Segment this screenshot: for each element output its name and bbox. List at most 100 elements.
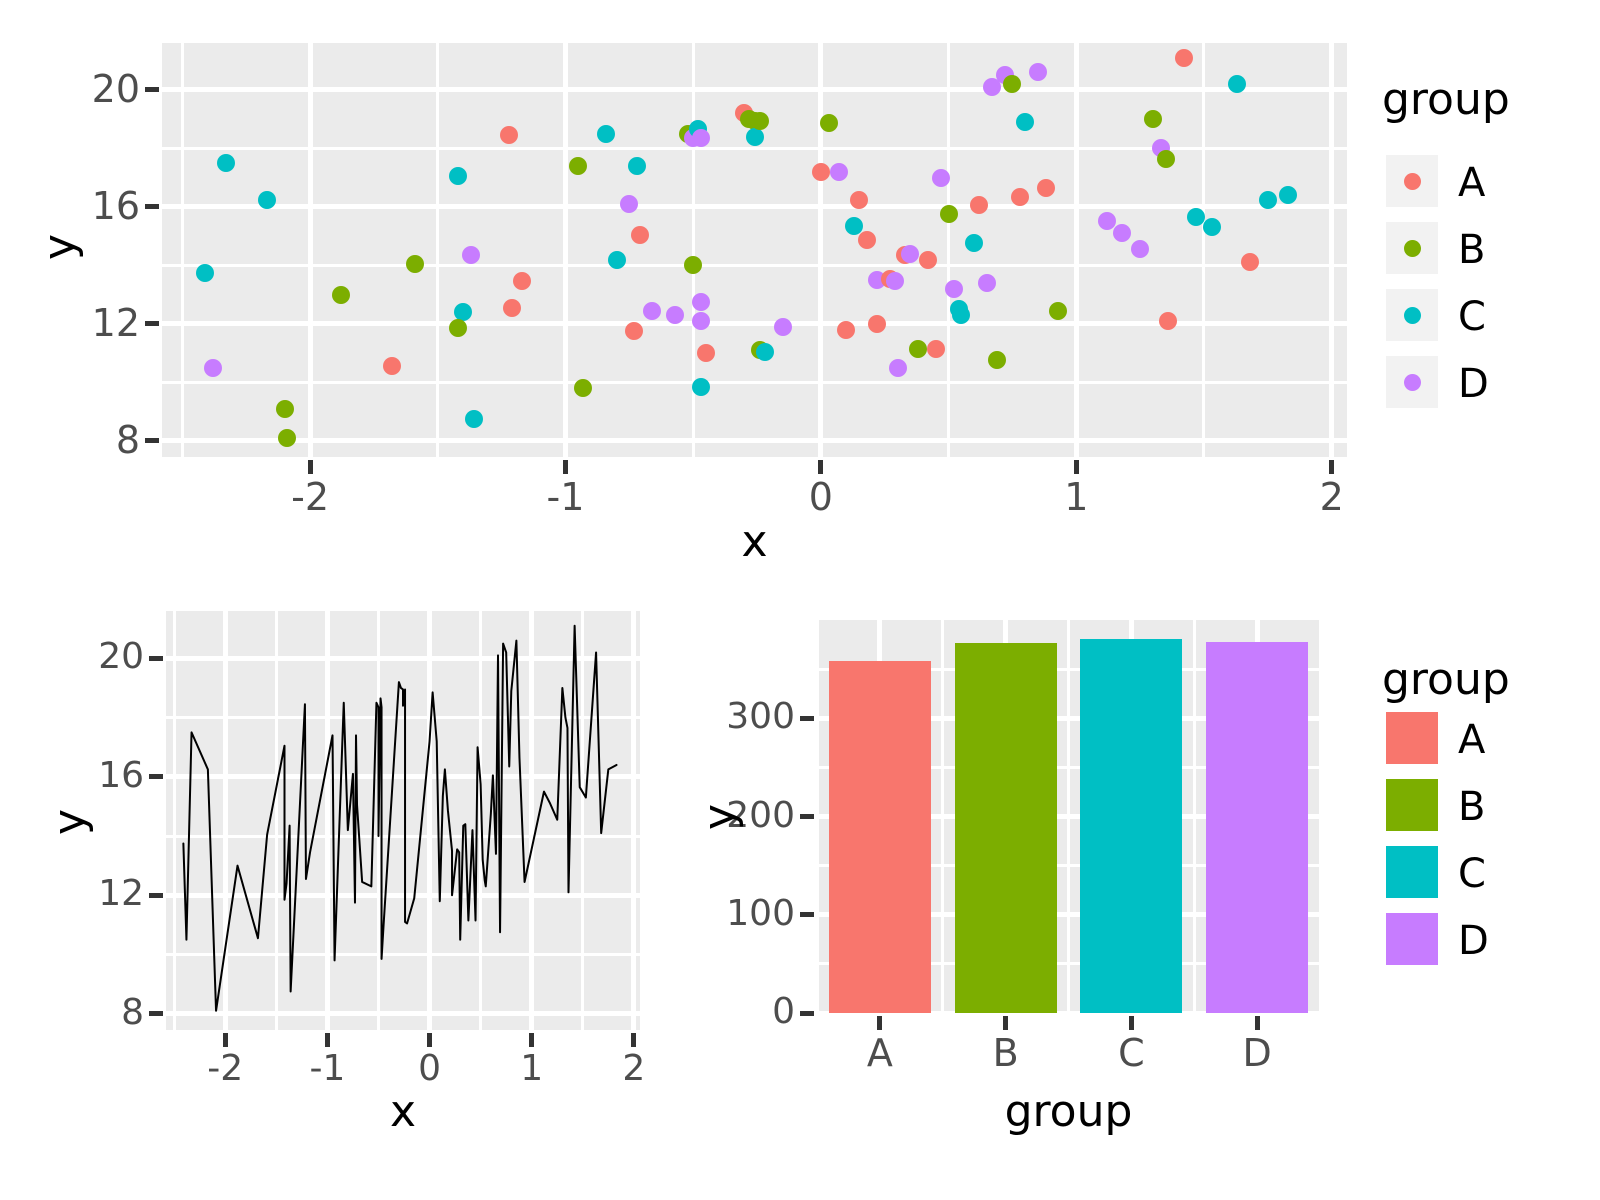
x-tick-mark: [877, 1016, 883, 1030]
x-tick-label: 1: [1064, 475, 1089, 519]
gridline-vertical-minor: [947, 43, 951, 457]
y-tick-mark: [149, 655, 163, 661]
scatter-point: [755, 342, 774, 361]
scatter-point: [691, 292, 710, 311]
scatter-point: [1028, 63, 1047, 82]
gridline-vertical-major: [324, 611, 330, 1030]
scatter-point: [885, 272, 904, 291]
x-tick-label: B: [992, 1031, 1019, 1075]
x-tick-label: 0: [808, 475, 833, 519]
x-tick-mark: [631, 1033, 637, 1047]
scatter-point: [868, 314, 887, 333]
scatter-point: [1016, 112, 1035, 131]
legend-key-c[interactable]: [1386, 846, 1438, 898]
gridline-vertical-major: [818, 43, 824, 457]
gridline-horizontal-minor: [162, 380, 1347, 384]
scatter-point: [275, 399, 294, 418]
line-y-axis-title: y: [44, 808, 95, 836]
x-tick-mark: [529, 1033, 535, 1047]
scatter-point: [331, 285, 350, 304]
y-tick-label: 12: [98, 873, 144, 915]
scatter-point: [926, 339, 945, 358]
y-tick-label: 200: [726, 794, 795, 836]
x-tick-label: -1: [546, 475, 585, 519]
y-tick-mark: [149, 774, 163, 780]
scatter-point: [500, 126, 519, 145]
x-tick-mark: [1073, 460, 1079, 474]
legend-title: group: [1382, 654, 1510, 705]
scatter-point: [666, 306, 685, 325]
scatter-point: [462, 246, 481, 265]
scatter-point: [988, 351, 1007, 370]
gridline-vertical-minor: [274, 611, 278, 1030]
gridline-vertical-minor: [180, 43, 184, 457]
scatter-point: [983, 77, 1001, 96]
x-tick-mark: [1003, 1016, 1009, 1030]
scatter-point: [1228, 74, 1247, 93]
scatter-point: [901, 244, 920, 263]
gridline-horizontal-minor: [162, 29, 1347, 33]
y-tick-label: 300: [726, 696, 795, 738]
gridline-vertical-major: [307, 43, 313, 457]
legend-key-c[interactable]: [1386, 289, 1438, 341]
scatter-point: [908, 339, 927, 358]
gridline-horizontal-major: [166, 774, 640, 780]
gridline-vertical-minor: [581, 611, 585, 1030]
y-tick-label: 20: [91, 66, 140, 111]
gridline-vertical-minor: [815, 620, 819, 1013]
scatter-point: [970, 196, 989, 215]
legend-point-swatch: [1403, 172, 1421, 190]
x-tick-mark: [324, 1033, 330, 1047]
scatter-point: [625, 322, 644, 341]
legend-key-a[interactable]: [1386, 155, 1438, 207]
legend-title: group: [1382, 74, 1510, 125]
x-tick-mark: [1254, 1016, 1260, 1030]
x-tick-mark: [818, 460, 824, 474]
scatter-point: [1011, 187, 1030, 206]
gridline-vertical-major: [631, 611, 637, 1030]
y-tick-label: 16: [98, 754, 144, 796]
scatter-point: [696, 344, 715, 363]
scatter-point: [405, 254, 424, 273]
scatter-point: [850, 190, 869, 209]
legend-label-c: C: [1458, 851, 1486, 897]
scatter-point: [837, 320, 856, 339]
legend-key-d[interactable]: [1386, 913, 1438, 965]
legend-point-swatch: [1403, 239, 1421, 257]
scatter-x-axis-title: x: [741, 516, 768, 567]
legend-key-d[interactable]: [1386, 356, 1438, 408]
scatter-point: [691, 311, 710, 330]
x-tick-mark: [222, 1033, 228, 1047]
legend-label-d: D: [1458, 918, 1489, 964]
x-tick-label: 2: [1319, 475, 1344, 519]
legend-key-b[interactable]: [1386, 222, 1438, 274]
gridline-horizontal-major: [817, 1010, 1320, 1016]
gridline-vertical-minor: [436, 43, 440, 457]
scatter-point: [857, 231, 876, 250]
scatter-point: [1143, 110, 1162, 129]
scatter-point: [829, 162, 848, 181]
x-tick-label: A: [866, 1031, 893, 1075]
legend-key-b[interactable]: [1386, 779, 1438, 831]
scatter-point: [1258, 190, 1277, 209]
scatter-point: [216, 153, 235, 172]
y-tick-label: 12: [91, 300, 140, 345]
gridline-vertical-major: [1329, 43, 1335, 457]
x-tick-label: D: [1242, 1031, 1272, 1075]
scatter-point: [691, 129, 710, 148]
legend-label-b: B: [1458, 784, 1486, 830]
scatter-point: [1202, 218, 1221, 237]
scatter-point: [691, 377, 710, 396]
scatter-point: [811, 162, 830, 181]
y-tick-label: 100: [726, 892, 795, 934]
scatter-point: [965, 234, 984, 253]
gridline-horizontal-minor: [162, 88, 1347, 92]
legend-label-d: D: [1458, 361, 1489, 407]
bar-rect: [1206, 641, 1309, 1013]
scatter-point: [1049, 301, 1068, 320]
legend-key-a[interactable]: [1386, 712, 1438, 764]
gridline-horizontal-major: [166, 655, 640, 661]
x-tick-label: -1: [309, 1048, 346, 1089]
scatter-point: [939, 205, 958, 224]
y-tick-label: 16: [91, 183, 140, 228]
